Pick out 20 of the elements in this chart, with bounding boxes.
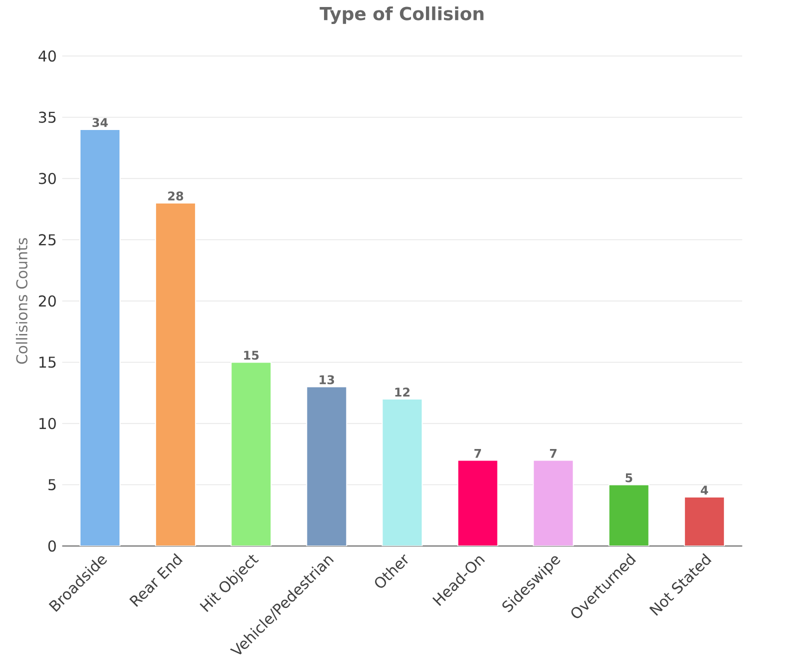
y-tick-label: 0 bbox=[48, 540, 56, 552]
y-tick-label: 40 bbox=[38, 50, 56, 62]
chart-title: Type of Collision bbox=[320, 6, 484, 24]
data-label: 12 bbox=[395, 388, 410, 397]
data-label: 13 bbox=[320, 375, 334, 384]
data-label: 28 bbox=[168, 191, 184, 200]
data-label: 15 bbox=[244, 350, 259, 360]
y-tick-label: 5 bbox=[48, 479, 56, 490]
data-label: 4 bbox=[700, 486, 708, 495]
data-label: 34 bbox=[92, 118, 108, 127]
data-label: 5 bbox=[626, 473, 632, 482]
y-tick-label: 35 bbox=[38, 112, 56, 123]
y-tick-label: 30 bbox=[38, 172, 56, 184]
data-label: 7 bbox=[474, 449, 481, 458]
y-axis-title: Collisions Counts bbox=[16, 238, 28, 364]
y-tick-label: 25 bbox=[38, 234, 56, 246]
data-label: 7 bbox=[550, 449, 557, 458]
y-tick-label: 15 bbox=[39, 356, 56, 368]
y-tick-label: 10 bbox=[39, 418, 56, 430]
y-tick-label: 20 bbox=[38, 295, 56, 307]
